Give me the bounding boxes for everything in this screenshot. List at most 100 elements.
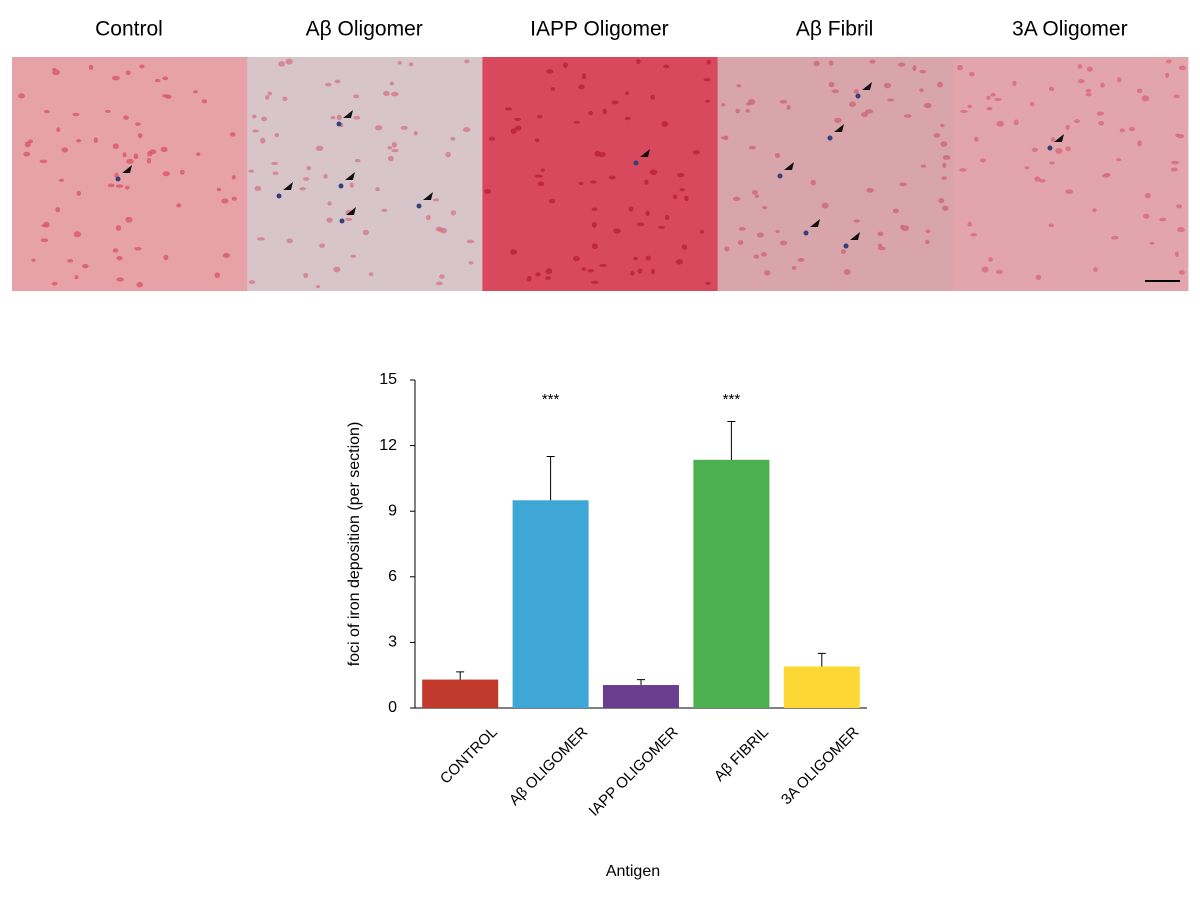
cell [658,225,666,230]
cell [540,168,545,172]
x-tick-label: Aβ OLIGOMER [506,724,591,809]
cell [324,82,332,87]
cell [231,196,237,201]
cell [986,95,991,101]
cell [56,127,61,133]
cell [534,174,543,178]
cell [534,138,540,143]
cell [450,210,457,216]
cell [257,237,265,241]
cell [115,225,122,231]
cell [526,275,532,282]
error-bar [456,671,465,680]
cell [353,115,361,120]
cell [1048,223,1055,228]
cell [413,131,418,136]
cell [764,270,771,276]
cell [736,84,742,88]
y-axis-title: foci of iron deposition (per section) [346,422,363,667]
cell [1039,179,1046,183]
cell [221,198,229,204]
cell [1073,119,1080,124]
iron-focus [827,135,833,141]
cell [590,180,597,184]
cell [72,112,80,117]
cell [1176,204,1182,209]
cell [74,275,79,280]
cell [61,147,69,153]
cell [391,148,399,153]
cell [112,248,119,253]
panel-title: Aβ Fibril [796,18,873,41]
cell [679,187,685,192]
y-tick-label: 12 [379,437,397,454]
cell [849,101,856,108]
cell [397,60,402,65]
y-tick-label: 6 [388,568,397,585]
cell [274,133,279,138]
cell [724,246,730,252]
cell [514,117,521,122]
cell [675,259,684,265]
cell [959,168,967,172]
cell [912,65,917,71]
x-tick-label: IAPP OLIGOMER [586,724,682,820]
cell [265,95,270,100]
cell [1031,147,1038,152]
cell [535,272,541,277]
cell [624,116,631,121]
cell [925,229,931,234]
cell [176,203,182,208]
cell [391,141,397,148]
significance: *** [542,391,560,408]
cell [663,64,670,69]
cell [466,239,475,244]
cell [635,59,641,65]
cell [923,102,932,109]
cell [214,272,221,279]
cell [941,176,947,180]
cell [254,185,262,191]
cell [732,196,741,201]
cell [1137,140,1142,147]
micrograph [12,57,248,291]
cell [326,217,333,223]
cell [1078,79,1085,84]
micrograph [952,57,1189,291]
cell [261,116,268,122]
cell [162,76,169,81]
cell [1093,267,1098,273]
arrowhead [345,172,355,180]
arrowhead [343,110,353,118]
cell [545,268,553,275]
cell [699,229,705,234]
arrowhead [834,124,844,132]
cell [1065,189,1074,194]
cell [260,137,266,144]
cell [464,59,470,64]
cell [751,190,758,195]
cell [93,137,98,144]
cell [31,258,36,262]
cell [216,187,222,192]
cell [484,189,492,194]
panel-title: Aβ Oligomer [306,18,423,41]
cell [591,207,598,212]
cell [222,252,230,258]
cell [116,255,123,261]
cell [299,187,306,191]
cell [468,261,474,265]
cell [286,238,293,244]
cell [684,195,689,201]
cell [745,108,750,113]
cell [960,109,968,113]
bar [422,679,499,708]
cell [510,128,517,135]
cell [860,112,869,118]
cell [306,165,311,171]
cell [408,62,414,67]
cell [562,62,568,68]
cell [828,60,834,66]
cell [433,198,440,202]
cell [866,188,874,193]
